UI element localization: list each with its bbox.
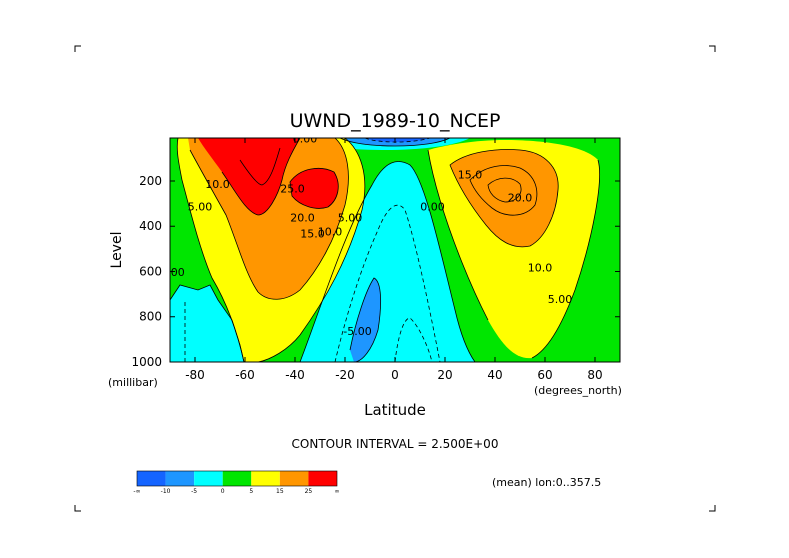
contour-interval-text: CONTOUR INTERVAL = 2.500E+00 [292,437,499,451]
region-neg-polar [170,285,244,362]
colorbar-swatch [137,471,166,486]
chart-title: UWND_1989-10_NCEP [290,110,501,132]
contour-label: 25.0 [280,182,305,195]
x-axis-units: (degrees_north) [534,384,622,397]
contour-label: 5.00 [188,200,213,213]
colorbar-label: 5 [249,488,253,495]
contour-lines [170,138,600,362]
region-neg-strong [350,278,381,362]
x-tick-label: -40 [285,368,305,382]
x-tick-label: 80 [587,368,602,382]
contour-label: 0.00 [160,266,185,279]
contour-label: -5.00 [343,325,371,338]
x-tick-label: -60 [235,368,255,382]
contour-label: 5.00 [548,293,573,306]
y-axis-units: (millibar) [108,376,158,389]
x-axis-label: Latitude [364,401,426,419]
y-axis-label: Level [109,232,125,269]
x-axis: -80 -60 -40 -20 0 20 40 60 80 [185,138,603,382]
colorbar-swatch [165,471,195,486]
contour-label: 20.0 [508,191,533,204]
colorbar-label: -5 [191,488,197,495]
x-tick-label: 40 [487,368,502,382]
y-tick-label: 200 [139,174,162,188]
region-sh-25b [290,168,339,209]
colorbar-label: 0 [221,488,225,495]
contour-label: 10.0 [205,178,230,191]
contour-label: 10.0 [318,225,343,238]
colorbar-label: ∞ [335,488,340,495]
x-tick-label: -20 [335,368,355,382]
colorbar-label: 25 [305,488,313,495]
contour-label: 15.0 [458,169,483,182]
contour-label: 20.0 [290,212,315,225]
colorbar-label: 15 [276,488,284,495]
y-tick-label: 1000 [131,355,162,369]
y-tick-label: 600 [139,264,162,278]
colorbar-swatch [222,471,252,486]
x-tick-label: 20 [437,368,452,382]
colorbar: -∞ -10 -5 0 5 15 25 ∞ [133,470,340,495]
region-neg-tropics [300,161,475,362]
contour-label: 5.00 [338,212,363,225]
contour-label: 10.0 [528,261,553,274]
contour-label: 0.00 [293,133,318,146]
colorbar-label: -10 [161,488,171,495]
y-tick-label: 800 [139,310,162,324]
colorbar-swatch [308,471,337,486]
colorbar-frame [136,470,338,487]
mean-text: (mean) lon:0..357.5 [492,476,601,489]
y-axis: 200 400 600 800 1000 [131,174,620,369]
y-tick-label: 400 [139,219,162,233]
x-tick-label: 60 [537,368,552,382]
contour-label: 15.0 [300,228,325,241]
dashed-contour-lines [184,138,441,362]
colorbar-label: -∞ [133,488,140,495]
x-tick-label: 0 [391,368,399,382]
x-tick-label: -80 [185,368,205,382]
corner-marks [74,45,716,512]
colorbar-swatch [279,471,309,486]
region-sh-25 [198,138,300,215]
contour-label: 0.00 [420,200,445,213]
colorbar-swatch [251,471,280,486]
colorbar-swatch [194,471,223,486]
